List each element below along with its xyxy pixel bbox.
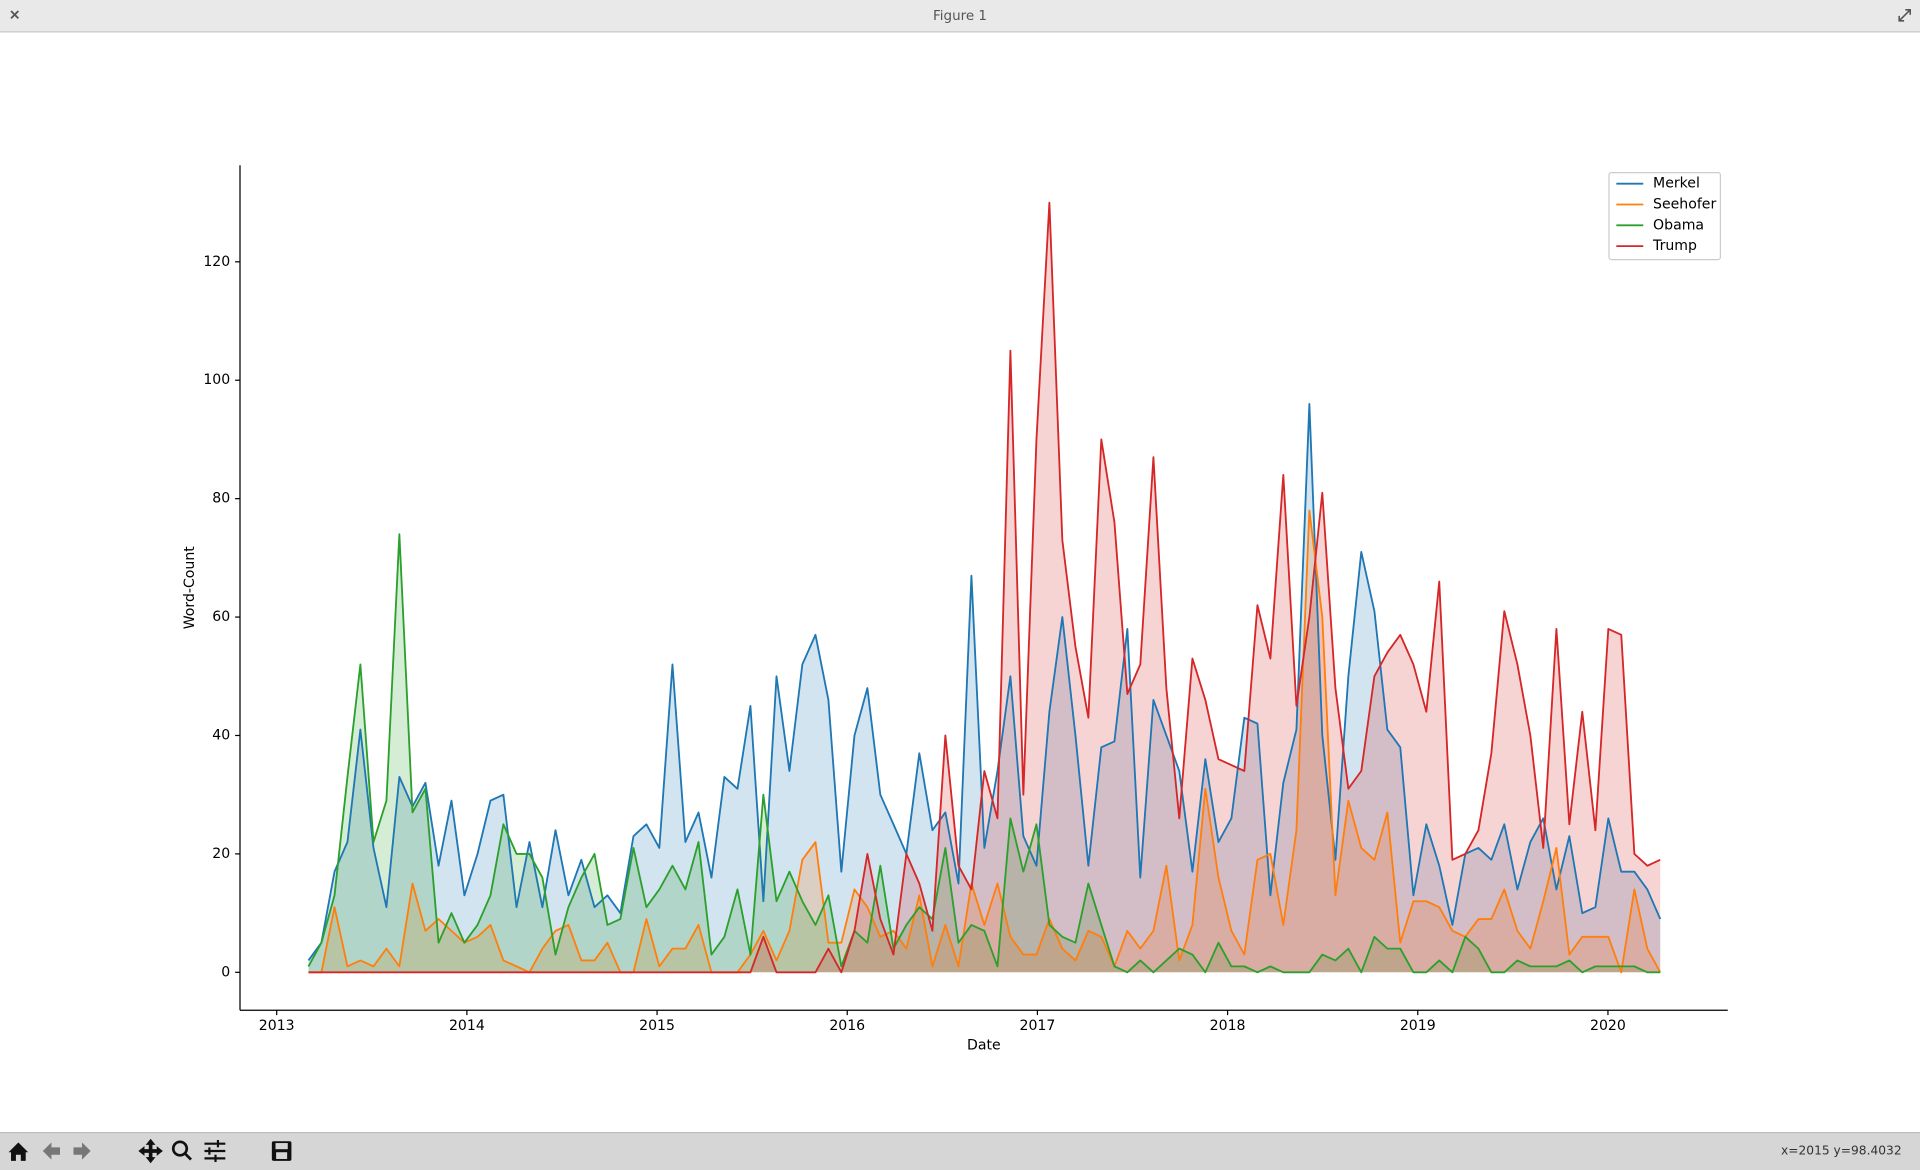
legend-label: Obama [1653,217,1704,233]
x-axis-label: Date [967,1038,1001,1054]
x-tick-label: 2015 [639,1018,675,1034]
x-tick-label: 2016 [829,1018,865,1034]
y-tick-label: 60 [212,609,230,625]
title-bar [0,0,1920,32]
plot-area: 0 20 40 60 80 100 120 2013 2014 2015 2016 2017 2018 2… [182,165,1728,1054]
save-button[interactable] [271,1141,292,1161]
x-tick-label: 2020 [1590,1018,1626,1034]
y-tick-label: 20 [212,846,230,862]
x-tick-label: 2014 [449,1018,485,1034]
close-button[interactable] [10,10,20,20]
y-axis-label: Word-Count [182,546,198,630]
pan-button[interactable] [138,1138,163,1164]
y-tick-label: 100 [203,372,230,388]
x-tick-label: 2017 [1019,1018,1055,1034]
series-line [307,533,1661,974]
legend-label: Merkel [1653,176,1700,192]
legend: Merkel Seehofer Obama Trump [1608,172,1722,261]
x-tick-label: 2013 [259,1018,295,1034]
status-coordinates: x=2015 y=98.4032 [1781,1144,1902,1158]
zoom-button[interactable] [171,1140,192,1161]
configure-button[interactable] [204,1140,226,1163]
legend-label: Seehofer [1653,196,1716,212]
window-title: Figure 1 [933,9,987,24]
y-tick-label: 0 [221,964,230,980]
y-tick-label: 80 [212,491,230,507]
series-line [307,402,1662,962]
x-tick-label: 2018 [1210,1018,1246,1034]
series-line [308,509,1662,974]
home-button[interactable] [8,1142,29,1161]
legend-box [1608,172,1722,261]
legend-label: Trump [1652,238,1697,254]
area-fill [308,403,1661,973]
y-tick-label: 120 [203,254,230,270]
x-tick-label: 2019 [1400,1018,1436,1034]
maximize-button[interactable] [1898,9,1912,22]
area-fill [308,202,1661,973]
y-tick-label: 40 [212,727,230,743]
series-line [308,201,1661,974]
toolbar [0,1132,1920,1170]
